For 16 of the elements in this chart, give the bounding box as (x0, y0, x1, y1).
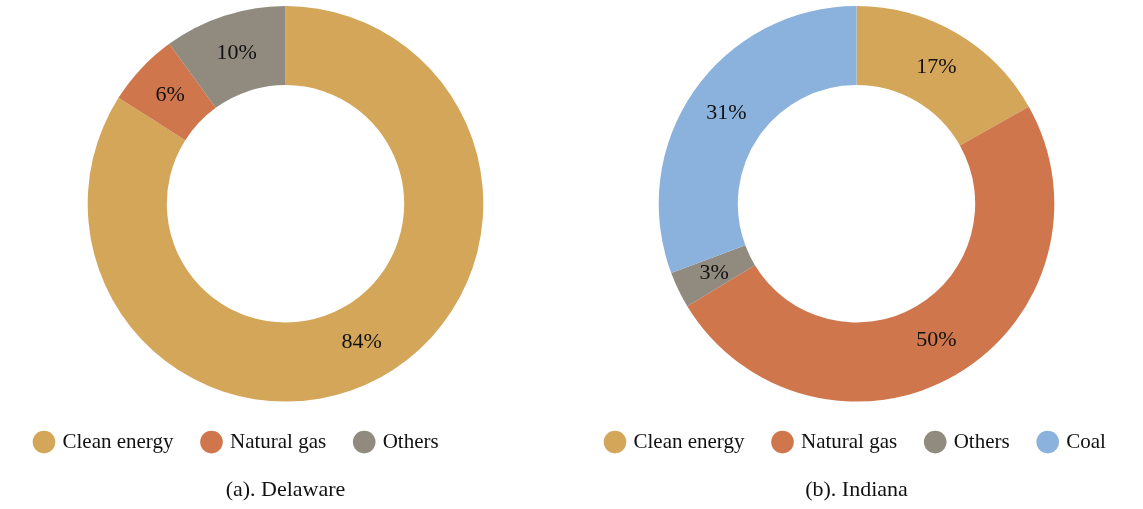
legend-label: Others (382, 428, 439, 453)
data-label: 50% (916, 326, 957, 352)
data-label: 84% (341, 328, 382, 354)
legend-label: Natural gas (229, 428, 327, 453)
data-label: 6% (155, 81, 185, 107)
text: (a). Delaware (225, 475, 346, 501)
data-label: 10% (216, 39, 257, 65)
legend-label: Natural gas (800, 428, 898, 453)
legend-label: Clean energy (633, 428, 745, 453)
data-label: 3% (699, 258, 729, 284)
text: (b). Indiana (805, 475, 909, 501)
data-label: 17% (916, 52, 957, 78)
legend-label: Clean energy (62, 428, 174, 453)
data-label: 31% (706, 99, 747, 125)
legend-label: Others (953, 428, 1010, 453)
legend-label: Coal (1066, 428, 1107, 453)
